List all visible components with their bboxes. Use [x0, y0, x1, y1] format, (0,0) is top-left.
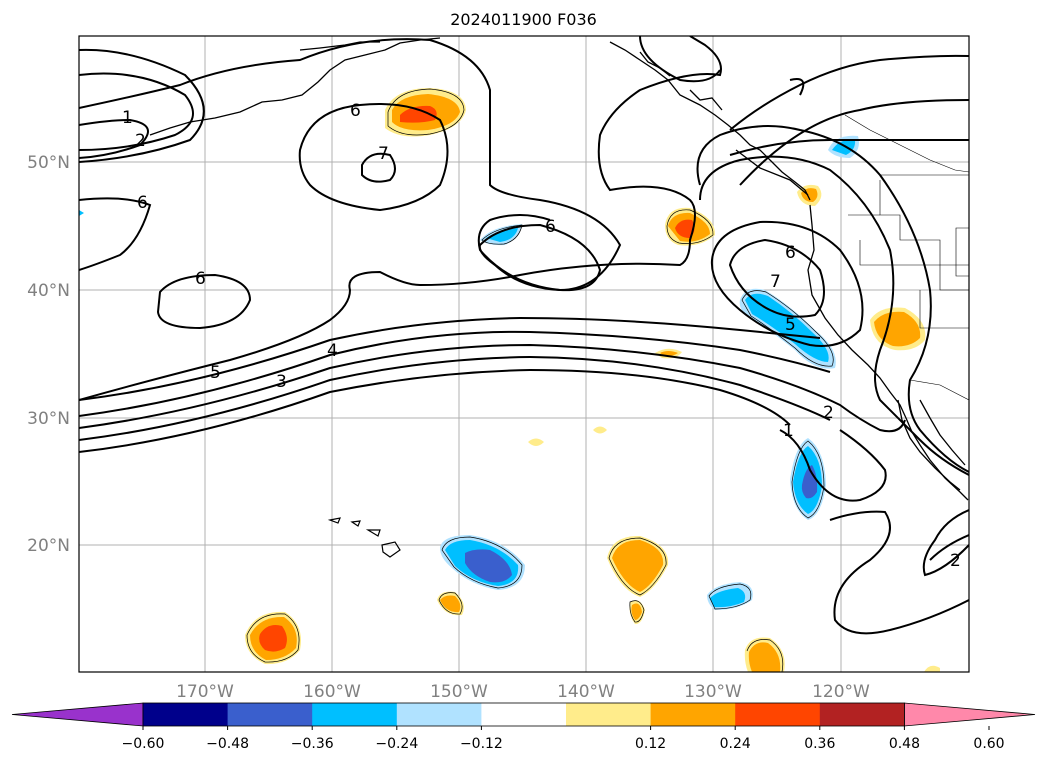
colorbar-tick-label: 0.12 [635, 736, 666, 752]
colorbar-tick-label: −0.48 [206, 736, 249, 752]
map-frame [78, 35, 970, 673]
colorbar-segment [143, 703, 229, 726]
colorbar-tick-label: −0.24 [375, 736, 418, 752]
coastlines [149, 37, 969, 501]
contour-label: 6 [195, 269, 206, 289]
colorbar-frame [142, 702, 905, 727]
contour-label: 6 [350, 101, 361, 121]
colorbar-segment [819, 703, 905, 726]
colorbar-tick-label: 0.60 [973, 736, 1004, 752]
contour-label: 5 [785, 315, 796, 335]
lon-label: 150°W [430, 682, 488, 702]
contour-label: 4 [327, 341, 338, 361]
colorbar-segment [227, 703, 313, 726]
contour-label: 2 [135, 131, 146, 151]
lat-label: 40°N [27, 281, 70, 301]
contour-label: 6 [137, 193, 148, 213]
borders [844, 114, 969, 401]
lat-label: 20°N [27, 536, 70, 556]
colorbar-segment [481, 703, 567, 726]
colorbar-segment [396, 703, 482, 726]
hawaii-islands [327, 517, 401, 558]
contour-labels: 1 2 6 6 6 7 6 6 7 5 5 4 3 2 1 2 [122, 101, 961, 571]
colorbar-segment [312, 703, 398, 726]
contour-label: 6 [545, 217, 556, 237]
contour-label: 3 [276, 372, 287, 392]
map-background [79, 36, 969, 672]
colorbar-tick-label: 0.48 [889, 736, 920, 752]
colorbar-tick-label: −0.12 [460, 736, 503, 752]
colorbar-segment [650, 703, 736, 726]
contour-label: 2 [950, 551, 961, 571]
colorbar-segment [735, 703, 821, 726]
colorbar-extend-min [11, 702, 144, 727]
lat-label: 30°N [27, 409, 70, 429]
contour-label: 6 [785, 243, 796, 263]
contour-label: 7 [378, 144, 389, 164]
lat-label: 50°N [27, 153, 70, 173]
colorbar-extend-max [904, 702, 1036, 727]
contour-label: 1 [122, 108, 133, 128]
lat-labels: 50°N 40°N 30°N 20°N [27, 153, 70, 556]
colorbar-tick-label: 0.36 [804, 736, 835, 752]
contour-label: 1 [783, 421, 794, 441]
lon-label: 130°W [684, 682, 742, 702]
colorbar-tick-label: −0.60 [122, 736, 165, 752]
lon-label: 140°W [557, 682, 615, 702]
contour-label: 5 [210, 363, 221, 383]
colorbar-tick-label: 0.24 [720, 736, 751, 752]
colorbar-segment [566, 703, 652, 726]
lon-labels: 170°W 160°W 150°W 140°W 130°W 120°W [176, 682, 870, 702]
anomaly-outlines [246, 88, 834, 672]
lon-label: 120°W [812, 682, 870, 702]
contour-label: 7 [770, 272, 781, 292]
map-title: 2024011900 F036 [450, 10, 597, 29]
contour-lines [79, 36, 969, 635]
colorbar-tick-label: −0.36 [291, 736, 334, 752]
lon-label: 160°W [303, 682, 361, 702]
lon-label: 170°W [176, 682, 234, 702]
contour-label: 2 [823, 403, 834, 423]
colorbar: −0.60 −0.48 −0.36 −0.24 −0.12 0.12 0.24 0.36 0.4… [11, 702, 1036, 752]
